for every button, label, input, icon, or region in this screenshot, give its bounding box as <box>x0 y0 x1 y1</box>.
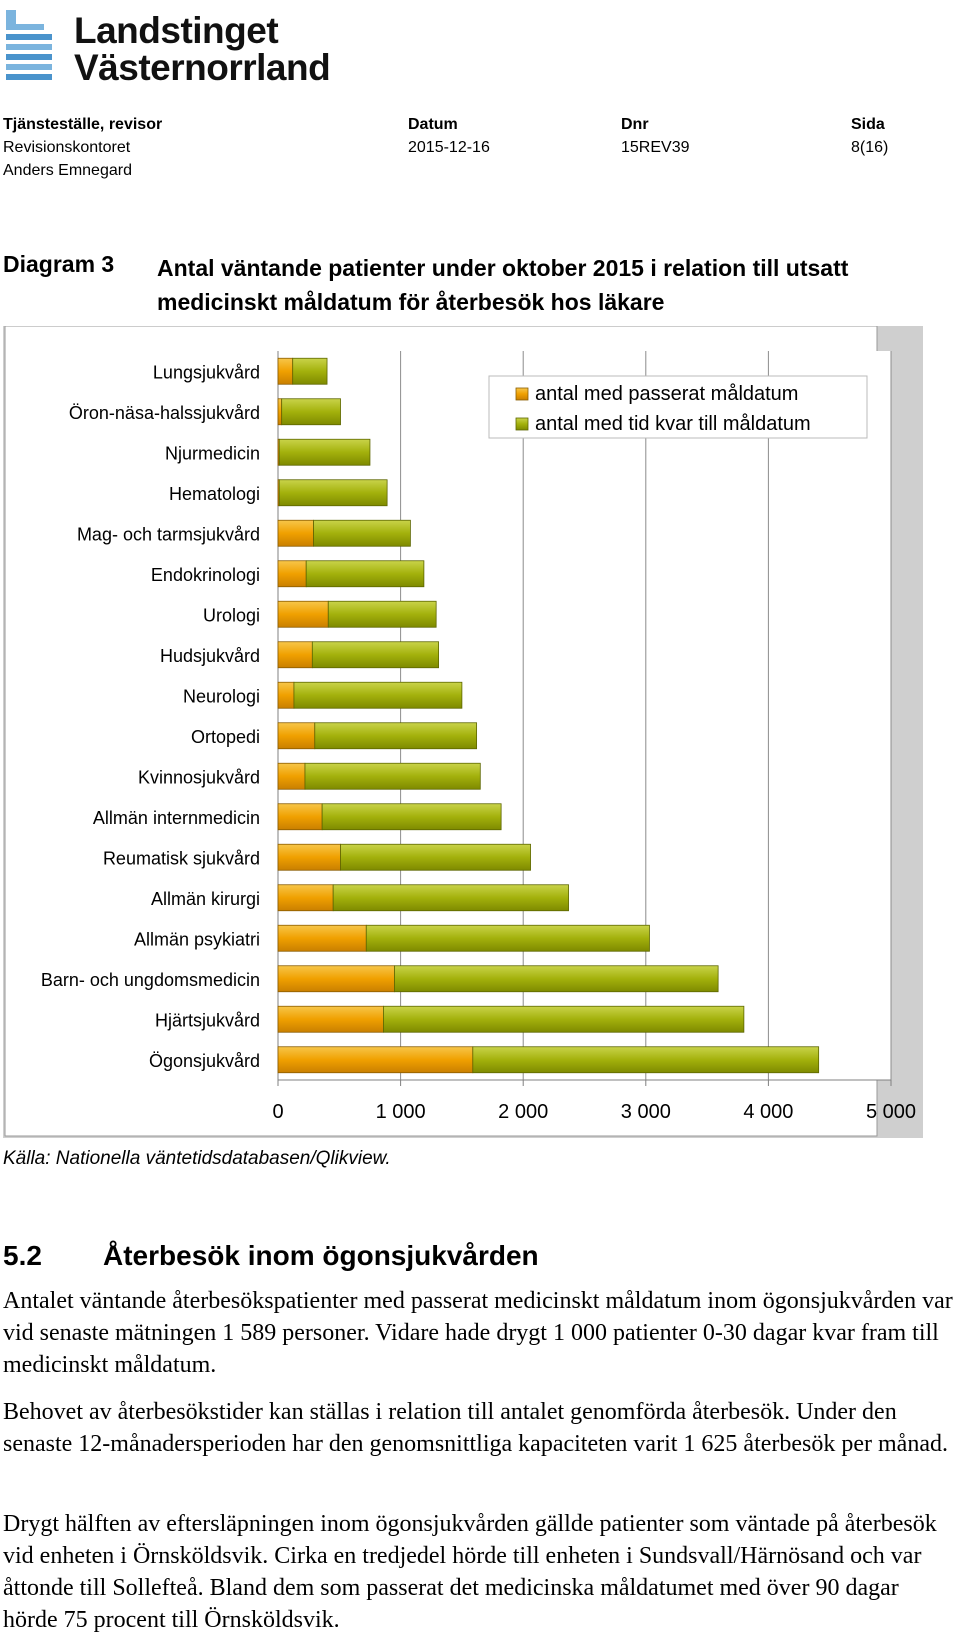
header-unit-person: Anders Emnegard <box>3 162 132 179</box>
header-dnr-label: Dnr <box>621 116 649 133</box>
y-category-label: Njurmedicin <box>165 443 260 463</box>
diagram-number: Diagram 3 <box>3 251 115 277</box>
bar-remaining-segment <box>394 965 719 993</box>
logo-emblem-icon <box>6 10 52 80</box>
y-category-label: Allmän psykiatri <box>134 929 260 949</box>
bar-remaining-segment <box>365 924 650 952</box>
logo-wordmark: Landstinget Västernorrland <box>74 10 331 88</box>
bar-passed-segment <box>277 884 334 912</box>
bar-passed-segment <box>277 600 329 628</box>
header-page-label: Sida <box>851 116 885 133</box>
header-dnr: Dnr 15REV39 <box>621 113 690 159</box>
x-tick-label: 3 000 <box>621 1101 671 1123</box>
bar-remaining-segment <box>321 803 502 831</box>
bar-passed-segment <box>277 1005 384 1033</box>
header-page-value: 8(16) <box>851 139 889 156</box>
bar-remaining-segment <box>332 884 569 912</box>
bar-remaining-segment <box>292 357 328 385</box>
legend-swatch-remaining <box>515 417 529 431</box>
y-category-label: Hjärtsjukvård <box>155 1010 260 1030</box>
bar-passed-segment <box>277 1046 474 1074</box>
x-tick-label: 0 <box>272 1101 283 1123</box>
y-category-label: Neurologi <box>183 686 260 706</box>
paragraph-3: Drygt hälften av eftersläpningen inom ög… <box>3 1511 937 1633</box>
bar-remaining-segment <box>314 722 478 750</box>
bar-passed-segment <box>277 843 341 871</box>
y-category-label: Ögonsjukvård <box>149 1051 260 1071</box>
bar-remaining-segment <box>278 479 388 507</box>
y-category-label: Allmän kirurgi <box>151 889 260 909</box>
x-tick-label: 2 000 <box>498 1101 548 1123</box>
bar-passed-segment <box>277 924 367 952</box>
bar-passed-segment <box>277 722 316 750</box>
chart-legend: antal med passerat måldatum antal med ti… <box>488 375 868 439</box>
header-dnr-value: 15REV39 <box>621 139 690 156</box>
y-category-label: Hudsjukvård <box>160 646 260 666</box>
y-category-label: Lungsjukvård <box>153 362 260 382</box>
y-category-label: Öron-näsa-halssjukvård <box>69 403 260 423</box>
section-number: 5.2 <box>3 1240 42 1271</box>
bar-passed-segment <box>277 357 294 385</box>
bar-passed-segment <box>277 803 323 831</box>
paragraph-2: Behovet av återbesökstider kan ställas i… <box>3 1399 948 1457</box>
bar-passed-segment <box>277 519 314 547</box>
y-category-label: Urologi <box>203 605 260 625</box>
bar-remaining-segment <box>281 398 341 426</box>
bar-passed-segment <box>277 560 307 588</box>
header-unit: Tjänsteställe, revisor Revisionskontoret… <box>3 113 162 182</box>
bar-remaining-segment <box>311 641 440 669</box>
y-category-label: Kvinnosjukvård <box>138 767 260 787</box>
bar-remaining-segment <box>293 681 463 709</box>
bar-remaining-segment <box>383 1005 745 1033</box>
y-category-label: Barn- och ungdomsmedicin <box>41 970 260 990</box>
chart-plot-area <box>278 351 891 1080</box>
y-category-label: Endokrinologi <box>151 565 260 585</box>
bar-passed-segment <box>277 681 295 709</box>
bar-chart: Lungsjukvård Öron-näsa-halssjukvård Njurme… <box>3 326 923 1138</box>
bar-remaining-segment <box>472 1046 820 1074</box>
x-tick-label: 1 000 <box>376 1101 426 1123</box>
y-category-label: Ortopedi <box>191 727 260 747</box>
y-category-label: Mag- och tarmsjukvård <box>77 524 260 544</box>
section-heading: 5.2 Återbesök inom ögonsjukvården <box>3 1240 539 1272</box>
paragraph-1: Antalet väntande återbesökspatienter med… <box>3 1288 953 1378</box>
bar-remaining-segment <box>305 560 425 588</box>
y-category-label: Reumatisk sjukvård <box>103 848 260 868</box>
header-page: Sida 8(16) <box>851 113 888 159</box>
bar-remaining-segment <box>327 600 437 628</box>
header-unit-office: Revisionskontoret <box>3 139 131 156</box>
bar-passed-segment <box>277 762 306 790</box>
bar-passed-segment <box>277 641 313 669</box>
bar-remaining-segment <box>313 519 411 547</box>
chart-source: Källa: Nationella väntetidsdatabasen/Qli… <box>3 1148 391 1169</box>
bar-remaining-segment <box>340 843 531 871</box>
y-category-label: Allmän internmedicin <box>93 808 260 828</box>
bar-remaining-segment <box>278 438 371 466</box>
legend-swatch-passed <box>515 387 529 401</box>
legend-label-remaining: antal med tid kvar till måldatum <box>535 413 811 435</box>
bar-passed-segment <box>277 965 395 993</box>
y-category-label: Hematologi <box>169 484 260 504</box>
x-tick-label: 5 000 <box>866 1101 916 1123</box>
legend-box <box>488 375 868 439</box>
bar-remaining-segment <box>304 762 481 790</box>
header-date-label: Datum <box>408 116 458 133</box>
logo: Landstinget Västernorrland <box>0 6 331 88</box>
x-tick-label: 4 000 <box>743 1101 793 1123</box>
legend-label-passed: antal med passerat måldatum <box>535 383 798 405</box>
header-date: Datum 2015-12-16 <box>408 113 490 159</box>
bar-passed-segment <box>277 398 283 426</box>
header-date-value: 2015-12-16 <box>408 139 490 156</box>
header-unit-label: Tjänsteställe, revisor <box>3 116 163 133</box>
diagram-title: Antal väntande patienter under oktober 2… <box>157 255 849 315</box>
section-title: Återbesök inom ögonsjukvården <box>103 1240 539 1271</box>
